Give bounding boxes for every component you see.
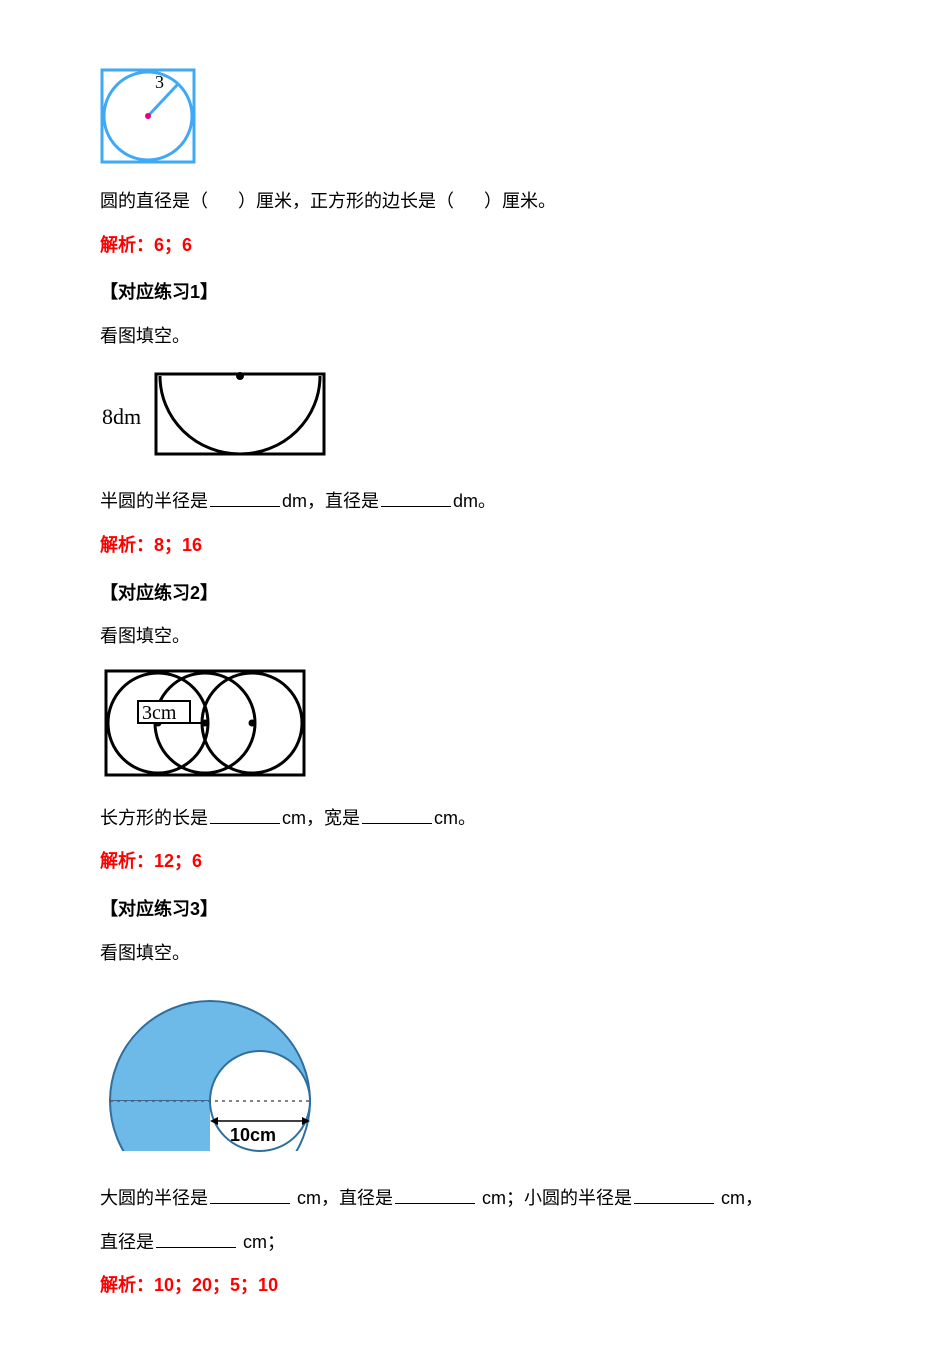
problem3-title: 【对应练习3】 xyxy=(100,890,850,930)
problem3-prompt-line1: 大圆的半径是 cm，直径是 cm；小圆的半径是 cm， xyxy=(100,1179,850,1219)
p0-t3: ）厘米。 xyxy=(484,191,556,211)
blank xyxy=(381,488,451,507)
p3-l2-t1: 直径是 xyxy=(100,1232,154,1252)
blank xyxy=(362,805,432,824)
problem2-title: 【对应练习2】 xyxy=(100,574,850,614)
problem3-answer: 解析：10；20；5；10 xyxy=(100,1266,850,1306)
figure2-label: 3cm xyxy=(142,702,177,724)
problem1-prompt: 半圆的半径是 dm，直径是 dm。 xyxy=(100,482,850,522)
figure1-label: 8dm xyxy=(102,404,141,429)
p3-t4: cm， xyxy=(716,1188,763,1208)
figure-three-circles-in-rect: 3cm xyxy=(100,665,850,781)
blank xyxy=(395,1185,475,1204)
blank xyxy=(210,1185,290,1204)
figure-semicircle-in-rect: 8dm xyxy=(100,364,850,464)
p1-t3: dm。 xyxy=(453,491,496,511)
problem2-subprompt: 看图填空。 xyxy=(100,617,850,657)
p1-t2: dm，直径是 xyxy=(282,491,379,511)
problem1-subprompt: 看图填空。 xyxy=(100,317,850,357)
figure3-label: 10cm xyxy=(230,1125,276,1145)
figure-crescent-circles: 10cm xyxy=(100,981,850,1161)
p1-t1: 半圆的半径是 xyxy=(100,491,208,511)
blank xyxy=(156,1229,236,1248)
p3-l2-t2: cm； xyxy=(238,1232,285,1252)
problem1-title: 【对应练习1】 xyxy=(100,273,850,313)
problem2-prompt: 长方形的长是 cm，宽是 cm。 xyxy=(100,799,850,839)
problem2-answer: 解析：12；6 xyxy=(100,842,850,882)
blank xyxy=(210,805,280,824)
p0-t2: ）厘米，正方形的边长是（ xyxy=(238,191,454,211)
p2-t2: cm，宽是 xyxy=(282,808,360,828)
p3-t3: cm；小圆的半径是 xyxy=(477,1188,632,1208)
p2-t1: 长方形的长是 xyxy=(100,808,208,828)
blank xyxy=(210,488,280,507)
problem3-prompt-line2: 直径是 cm； xyxy=(100,1223,850,1263)
p0-t1: 圆的直径是（ xyxy=(100,191,208,211)
problem0-prompt: 圆的直径是（ ）厘米，正方形的边长是（ ）厘米。 xyxy=(100,182,850,222)
p3-t2: cm，直径是 xyxy=(292,1188,393,1208)
problem3-subprompt: 看图填空。 xyxy=(100,934,850,974)
p3-t1: 大圆的半径是 xyxy=(100,1188,208,1208)
figure0-label: 3 xyxy=(155,72,164,92)
p2-t3: cm。 xyxy=(434,808,476,828)
problem1-answer: 解析：8；16 xyxy=(100,526,850,566)
problem0-answer: 解析：6；6 xyxy=(100,226,850,266)
blank xyxy=(634,1185,714,1204)
figure-circle-in-square: 3 xyxy=(100,68,850,164)
